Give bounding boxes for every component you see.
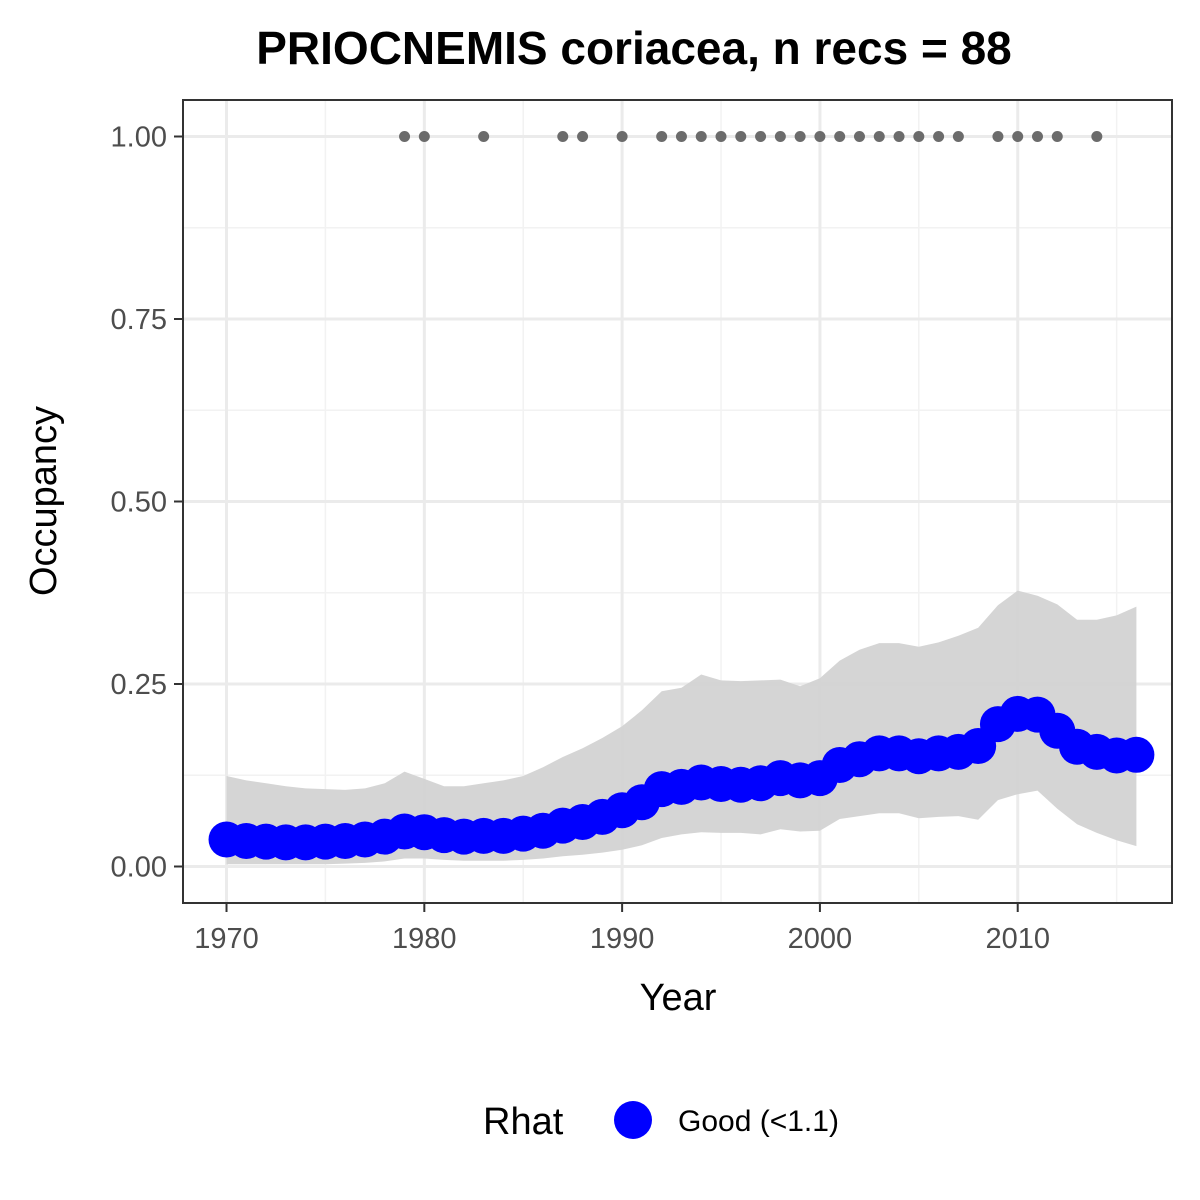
chart-title: PRIOCNEMIS coriacea, n recs = 88 — [256, 22, 1012, 74]
y-tick-label: 0.50 — [111, 487, 167, 519]
detection-dot — [814, 131, 826, 142]
legend-label-good: Good (<1.1) — [678, 1105, 839, 1138]
detections-layer — [399, 131, 1103, 142]
detection-dot — [675, 131, 687, 142]
axis-layer: 1970 1980 1990 2000 2010 0.00 0.25 0.50 0.75 1.00 — [111, 122, 1050, 956]
x-tick-label: 1990 — [590, 923, 655, 955]
detection-dot — [774, 131, 786, 142]
detection-dot — [893, 131, 905, 142]
confidence-band-layer — [226, 590, 1137, 865]
y-tick-label: 0.75 — [111, 304, 167, 336]
detection-dot — [577, 131, 589, 142]
detection-dot — [399, 131, 411, 142]
detection-dot — [952, 131, 964, 142]
x-tick-label: 1970 — [194, 923, 259, 955]
detection-dot — [755, 131, 767, 142]
y-tick-label: 0.00 — [111, 852, 167, 884]
detection-dot — [1012, 131, 1024, 142]
detection-dot — [873, 131, 885, 142]
detection-dot — [933, 131, 945, 142]
series-layer — [208, 695, 1155, 861]
y-tick-label: 1.00 — [111, 122, 167, 154]
grid-layer — [183, 100, 1172, 903]
detection-dot — [616, 131, 628, 142]
detection-dot — [735, 131, 747, 142]
detection-dot — [418, 131, 430, 142]
x-tick-label: 2010 — [985, 923, 1050, 955]
detection-dot — [834, 131, 846, 142]
x-tick-label: 2000 — [788, 923, 853, 955]
confidence-band — [226, 590, 1137, 865]
y-axis-title: Occupancy — [23, 406, 65, 596]
detection-dot — [656, 131, 668, 142]
detection-dot — [478, 131, 490, 142]
x-tick-label: 1980 — [392, 923, 457, 955]
y-tick-label: 0.25 — [111, 669, 167, 701]
detection-dot — [794, 131, 806, 142]
detection-dot — [557, 131, 569, 142]
x-axis-title: Year — [640, 977, 717, 1019]
detection-dot — [853, 131, 865, 142]
detection-dot — [1031, 131, 1043, 142]
detection-dot — [695, 131, 707, 142]
detection-dot — [715, 131, 727, 142]
legend-key-good — [614, 1101, 652, 1139]
legend-title: Rhat — [483, 1101, 564, 1143]
legend: Rhat Good (<1.1) — [483, 1101, 839, 1143]
detection-dot — [1091, 131, 1103, 142]
detection-dot — [913, 131, 925, 142]
detection-dot — [992, 131, 1004, 142]
data-point — [1118, 736, 1155, 773]
detection-dot — [1051, 131, 1063, 142]
